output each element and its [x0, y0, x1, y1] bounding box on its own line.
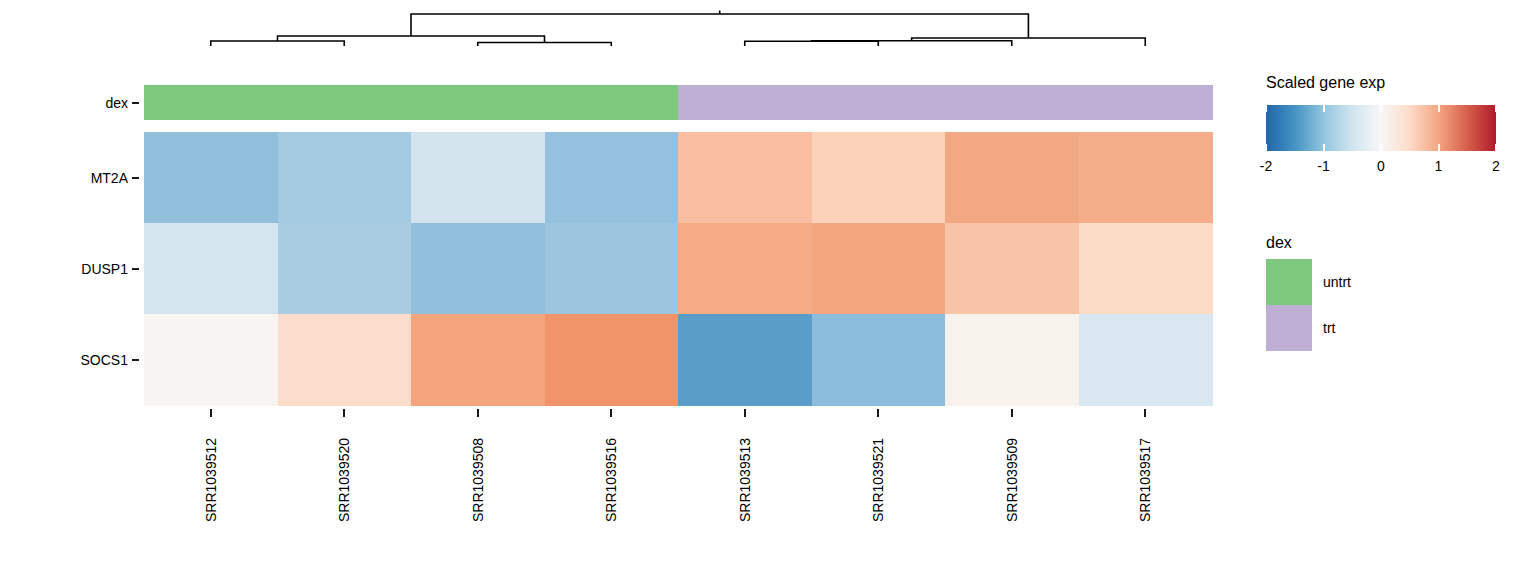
dex-legend-title: dex	[1266, 234, 1292, 252]
row-tick	[132, 268, 139, 270]
heatmap-cell	[1079, 314, 1213, 406]
column-tick	[610, 409, 612, 417]
heatmap-cell	[144, 223, 278, 315]
heatmap-cell	[411, 223, 545, 315]
sample-column-label: SRR1039513	[737, 438, 753, 522]
colorbar-tick-label: 2	[1492, 158, 1500, 174]
dendrogram-segment	[912, 38, 1146, 46]
annotation-segment-trt	[945, 85, 1079, 120]
sample-column-label: SRR1039512	[203, 438, 219, 522]
heatmap-cell	[945, 132, 1079, 224]
heatmap-cell	[945, 314, 1079, 406]
dex-legend-swatch-untrt	[1266, 259, 1312, 305]
colorbar-tick-mark	[1495, 144, 1497, 151]
heatmap-cell	[278, 223, 412, 315]
sample-column-label: SRR1039508	[470, 438, 486, 522]
sample-column-label: SRR1039509	[1004, 438, 1020, 522]
heatmap-cell	[144, 132, 278, 224]
annotation-segment-untrt	[144, 85, 278, 120]
sample-column-label: SRR1039516	[603, 438, 619, 522]
heatmap-cell	[945, 223, 1079, 315]
annotation-segment-trt	[678, 85, 812, 120]
heatmap-cell	[678, 132, 812, 224]
gene-row-label: SOCS1	[0, 352, 128, 368]
heatmap-cell	[411, 314, 545, 406]
dex-legend-swatch-trt	[1266, 305, 1312, 351]
annotation-segment-untrt	[278, 85, 412, 120]
heatmap-cell	[812, 223, 946, 315]
heatmap-cell	[812, 314, 946, 406]
dendrogram-segment	[478, 43, 612, 47]
heatmap-cell	[545, 132, 679, 224]
column-tick	[1144, 409, 1146, 417]
annotation-row-label: dex	[0, 95, 128, 111]
colorbar-tick-label: 0	[1377, 158, 1385, 174]
colorbar-tick-label: -2	[1260, 158, 1272, 174]
heatmap-cell	[545, 223, 679, 315]
column-tick	[343, 409, 345, 417]
colorbar-tick-mark	[1438, 105, 1440, 112]
colorbar-tick-mark	[1380, 105, 1382, 112]
sample-column-label: SRR1039517	[1137, 438, 1153, 522]
heatmap-cell	[1079, 132, 1213, 224]
annotation-segment-untrt	[545, 85, 679, 120]
heatmap-cell	[278, 314, 412, 406]
annotation-segment-trt	[1079, 85, 1213, 120]
colorbar-tick-mark	[1438, 144, 1440, 151]
gene-row-label: MT2A	[0, 170, 128, 186]
column-tick	[1011, 409, 1013, 417]
colorbar-tick-mark	[1380, 144, 1382, 151]
heatmap-cell	[411, 132, 545, 224]
colorbar-tick-label: 1	[1435, 158, 1443, 174]
sample-column-label: SRR1039521	[870, 438, 886, 522]
heatmap-cell	[545, 314, 679, 406]
colorbar-tick-mark	[1323, 105, 1325, 112]
annotation-segment-untrt	[411, 85, 545, 120]
column-tick	[477, 409, 479, 417]
dex-legend-label: trt	[1323, 320, 1335, 336]
heatmap-cell	[812, 132, 946, 224]
heatmap-cell	[144, 314, 278, 406]
colorbar-tick-mark	[1265, 105, 1267, 112]
gene-row-label: DUSP1	[0, 261, 128, 277]
row-tick	[132, 177, 139, 179]
column-tick	[877, 409, 879, 417]
heatmap-cell	[678, 314, 812, 406]
row-tick	[132, 359, 139, 361]
colorbar-tick-label: -1	[1317, 158, 1329, 174]
annotation-segment-trt	[812, 85, 946, 120]
colorbar-tick-mark	[1495, 105, 1497, 112]
scale-legend-title: Scaled gene exp	[1266, 74, 1385, 92]
dendrogram-segment	[745, 41, 879, 46]
dex-legend-label: untrt	[1323, 274, 1351, 290]
sample-column-label: SRR1039520	[336, 438, 352, 522]
dendrogram-segment	[211, 41, 345, 46]
colorbar-tick-mark	[1265, 144, 1267, 151]
heatmap-cell	[678, 223, 812, 315]
row-tick	[132, 102, 139, 104]
column-tick	[744, 409, 746, 417]
dendrogram-segment	[411, 14, 1028, 38]
heatmap-cell	[1079, 223, 1213, 315]
colorbar-tick-mark	[1323, 144, 1325, 151]
column-tick	[210, 409, 212, 417]
heatmap-cell	[278, 132, 412, 224]
